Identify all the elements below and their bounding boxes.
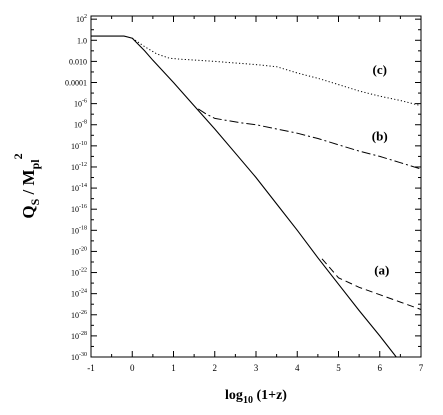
y-tick-label: 10-28 — [71, 331, 87, 341]
y-tick-label: 10-22 — [71, 268, 87, 278]
curve-labels: (a) (b) (c) — [372, 62, 390, 278]
y-tick-label: 10-30 — [71, 352, 87, 362]
x-tick-label: 6 — [378, 363, 383, 373]
plot-frame — [90, 15, 422, 358]
y-tick-label: 10-20 — [71, 246, 87, 256]
y-tick-label: 10-6 — [74, 99, 87, 109]
ticks — [90, 16, 422, 358]
x-axis-title: log10 (1+z) — [225, 388, 287, 406]
y-tick-labels: 102 1.0 0.010 0.0001 10-6 10-8 10-10 10-12 10-14… — [65, 14, 87, 362]
y-tick-label: 0.010 — [69, 57, 87, 66]
y-tick-label: 1.0 — [77, 36, 87, 45]
y-tick-label: 10-10 — [71, 141, 87, 151]
y-tick-label: 10-8 — [74, 120, 87, 130]
x-tick-label: 0 — [130, 363, 135, 373]
y-tick-label: 102 — [76, 14, 87, 24]
curves — [91, 35, 421, 357]
series-line-dashdot — [198, 108, 421, 170]
x-tick-label: 5 — [336, 363, 341, 373]
y-axis-title: QS / Mpl2 — [11, 153, 42, 218]
y-tick-label: 10-12 — [71, 162, 87, 172]
y-tick-label: 10-24 — [71, 289, 87, 299]
y-tick-label: 10-14 — [71, 183, 87, 193]
y-tick-label: 10-26 — [71, 310, 87, 320]
series-line-solid — [91, 35, 397, 357]
x-tick-label: 1 — [171, 363, 176, 373]
series-line-dashed — [321, 258, 421, 310]
x-tick-label: 7 — [419, 363, 424, 373]
curve-label: (c) — [373, 62, 387, 77]
y-tick-label: 10-18 — [71, 225, 87, 235]
x-tick-label: -1 — [87, 363, 95, 373]
curve-label: (a) — [374, 263, 389, 278]
y-tick-label: 10-16 — [71, 204, 87, 214]
x-tick-label: 3 — [254, 363, 259, 373]
y-tick-label: 0.0001 — [65, 79, 87, 88]
x-tick-label: 4 — [295, 363, 300, 373]
x-tick-labels: -1 0 1 2 3 4 5 6 7 — [87, 363, 424, 373]
series-line-dotted — [132, 37, 421, 107]
x-tick-label: 2 — [213, 363, 218, 373]
curve-label: (b) — [372, 129, 388, 144]
